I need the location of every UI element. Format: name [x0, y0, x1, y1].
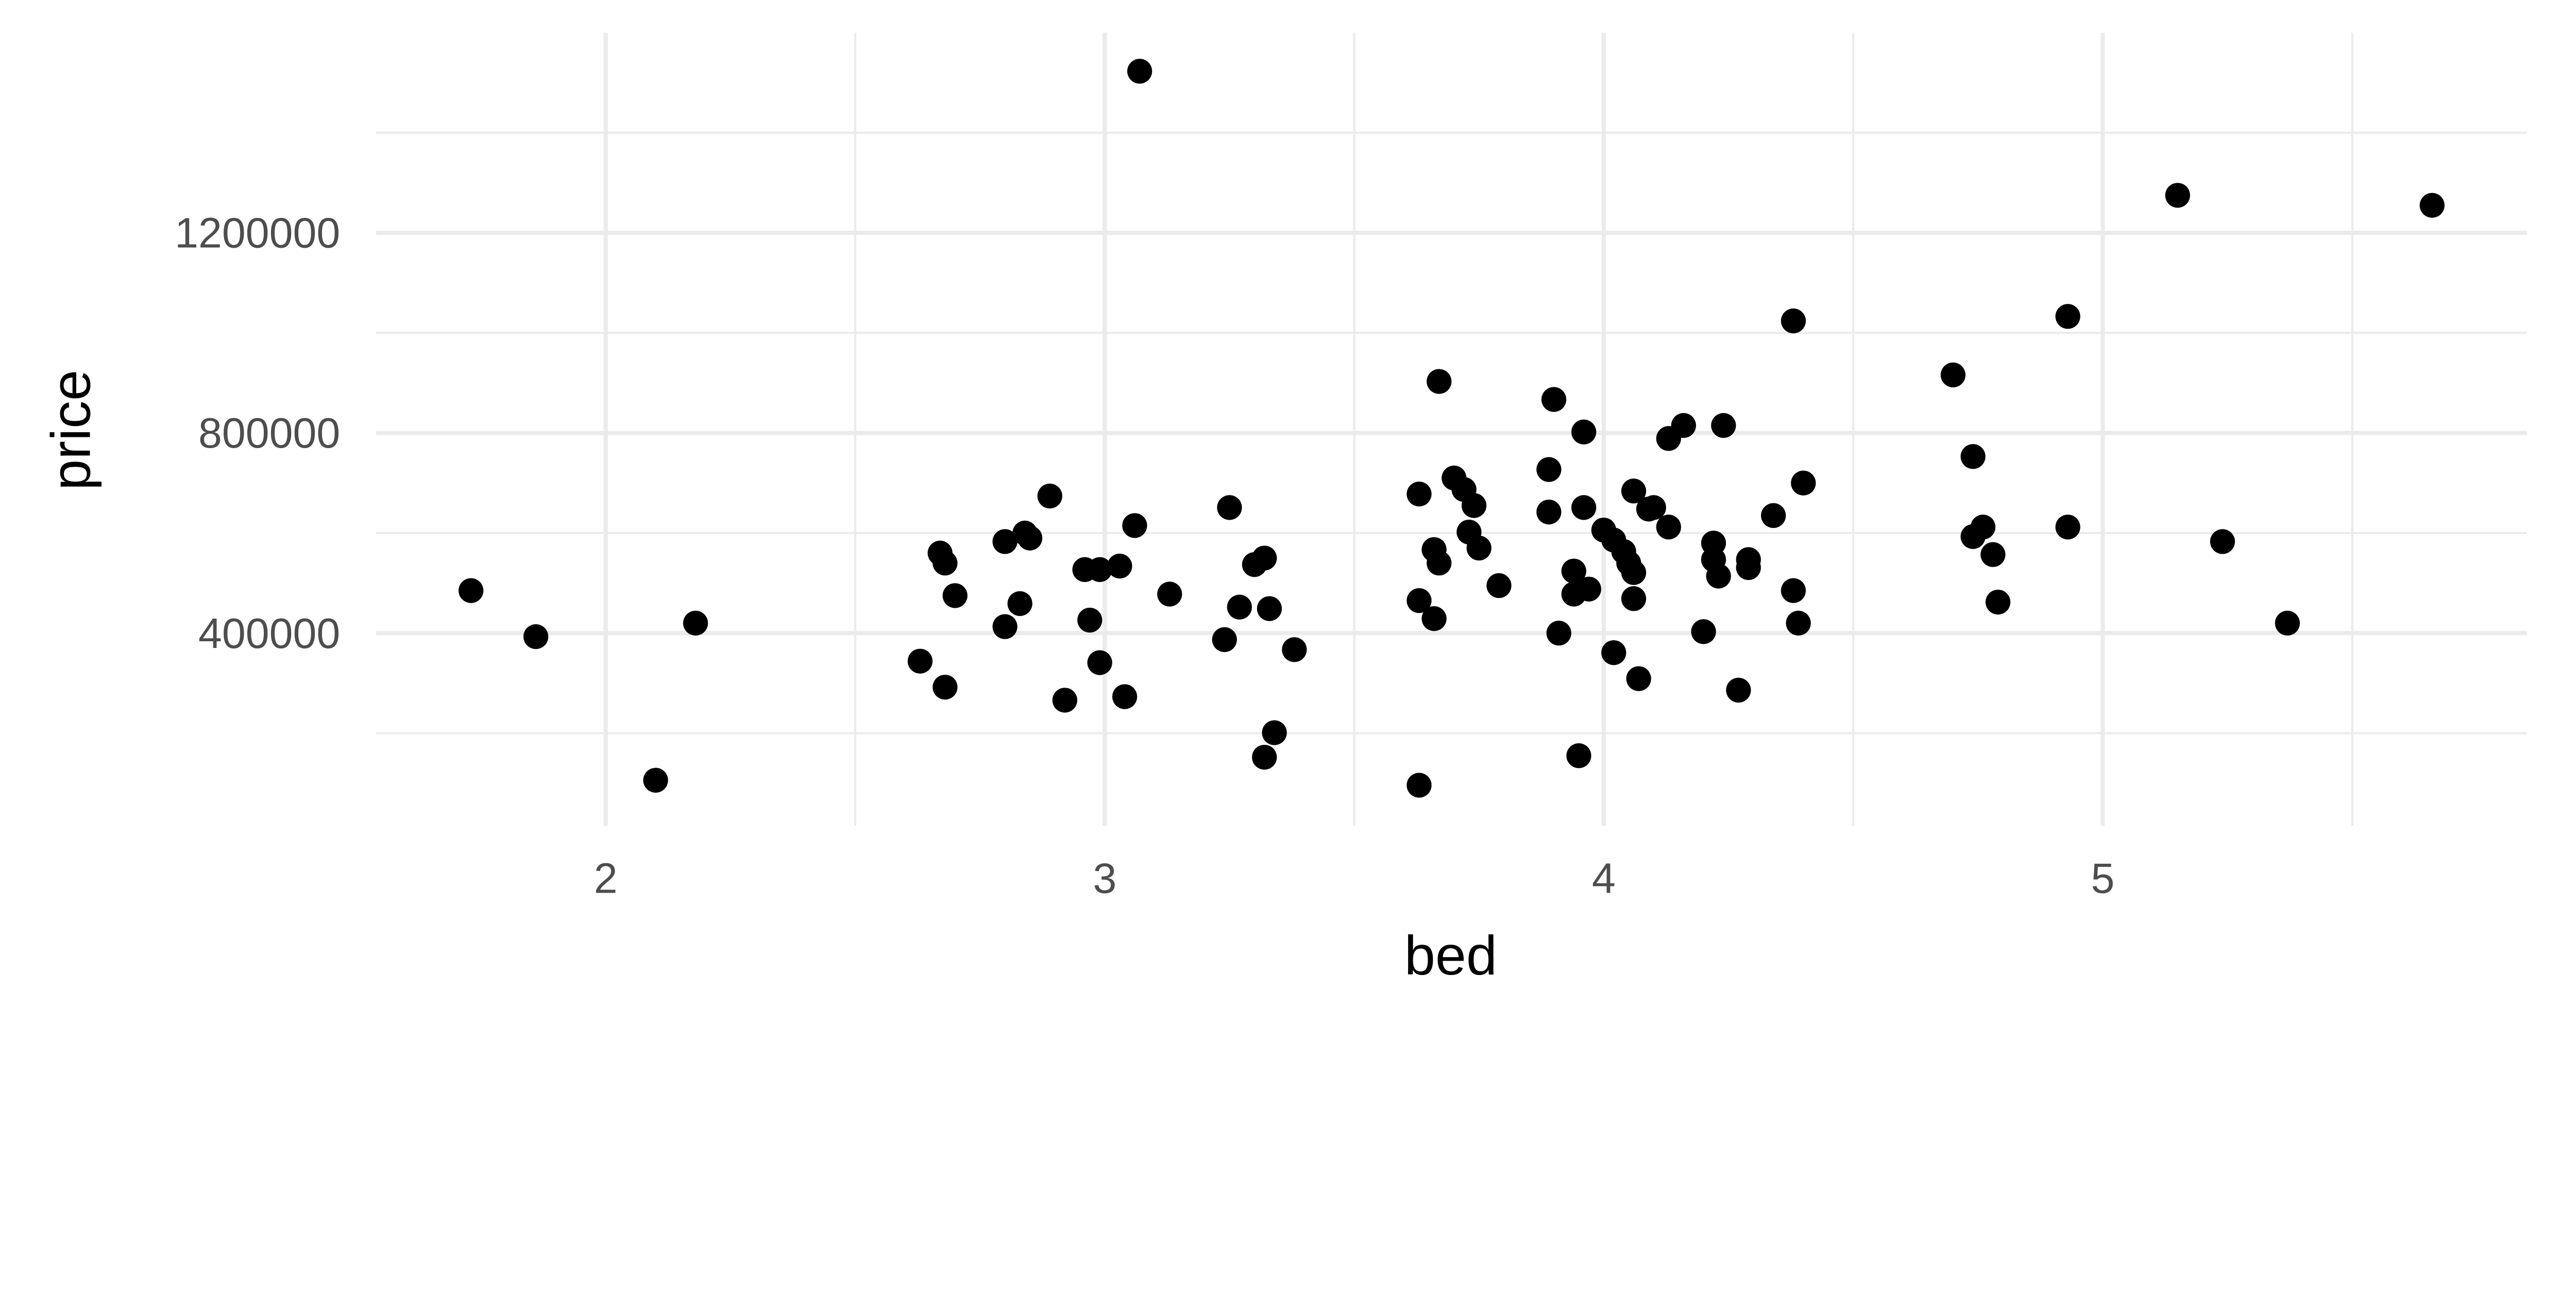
data-point	[992, 529, 1018, 554]
data-point	[1461, 493, 1487, 518]
y-tick-label: 400000	[198, 610, 340, 657]
data-point	[1282, 637, 1307, 662]
data-point	[1406, 773, 1432, 798]
data-point	[933, 551, 958, 576]
data-point	[1621, 479, 1647, 504]
data-point	[1706, 563, 1731, 589]
data-point	[1786, 610, 1811, 636]
x-axis-title: bed	[1404, 924, 1497, 986]
y-tick-label: 1200000	[175, 210, 340, 257]
data-point	[1087, 650, 1112, 675]
data-point	[1566, 743, 1591, 768]
data-point	[1052, 688, 1077, 713]
data-point	[1466, 535, 1492, 561]
data-point	[933, 674, 958, 700]
data-point	[1621, 560, 1647, 585]
data-point	[1252, 545, 1277, 571]
data-point	[992, 614, 1018, 639]
data-point	[1122, 513, 1147, 538]
data-point	[1087, 557, 1112, 582]
data-point	[459, 578, 484, 603]
data-points	[459, 59, 2445, 798]
data-point	[1262, 720, 1287, 745]
data-point	[942, 583, 968, 608]
data-point	[1421, 606, 1447, 631]
data-point	[1980, 542, 2006, 567]
data-point	[1985, 589, 2011, 615]
data-point	[683, 610, 708, 636]
data-point	[1546, 621, 1571, 646]
data-point	[1626, 666, 1651, 691]
x-tick-label: 3	[1093, 855, 1116, 902]
data-point	[643, 767, 668, 793]
data-point	[2055, 515, 2080, 540]
data-point	[1641, 495, 1666, 520]
data-point	[1561, 558, 1586, 584]
data-point	[1406, 588, 1432, 613]
data-point	[1212, 627, 1237, 652]
y-axis-title: price	[40, 370, 102, 490]
data-point	[1257, 596, 1282, 621]
x-tick-labels: 2 3 4 5	[594, 855, 2115, 902]
data-point	[1576, 576, 1601, 602]
data-point	[1252, 744, 1277, 770]
data-point	[1671, 413, 1696, 438]
data-point	[2275, 610, 2300, 636]
x-tick-label: 4	[1592, 855, 1616, 902]
data-point	[1571, 495, 1597, 520]
data-point	[1970, 515, 1996, 540]
data-point	[2419, 193, 2445, 218]
data-point	[1017, 525, 1043, 551]
data-point	[1406, 482, 1432, 507]
data-point	[1007, 591, 1032, 616]
data-point	[1541, 387, 1567, 412]
data-point	[907, 648, 933, 674]
data-point	[1112, 684, 1138, 709]
data-point	[1940, 362, 1966, 388]
data-point	[1761, 503, 1786, 528]
y-tick-label: 800000	[198, 409, 340, 457]
data-point	[1736, 555, 1761, 580]
data-point	[1601, 640, 1626, 665]
data-point	[1427, 369, 1452, 394]
data-point	[1037, 483, 1062, 509]
data-point	[1726, 677, 1751, 703]
data-point	[1781, 308, 1806, 334]
data-point	[1486, 573, 1512, 599]
data-point	[1536, 457, 1562, 482]
data-point	[1077, 607, 1103, 633]
data-point	[1217, 495, 1242, 520]
data-point	[1656, 515, 1681, 540]
data-point	[1621, 586, 1647, 611]
data-point	[1536, 499, 1562, 525]
data-point	[1781, 578, 1806, 603]
data-point	[1960, 444, 1986, 469]
grid	[376, 32, 2527, 826]
data-point	[1791, 470, 1816, 496]
data-point	[1427, 551, 1452, 576]
scatter-chart: 2 3 4 5 400000 800000 1200000 bed price	[40, 32, 2527, 986]
y-tick-labels: 400000 800000 1200000	[175, 210, 340, 657]
data-point	[2165, 183, 2190, 208]
data-point	[2210, 529, 2235, 554]
data-point	[1227, 594, 1252, 620]
data-point	[1571, 419, 1597, 445]
data-point	[1691, 619, 1716, 644]
data-point	[1157, 582, 1182, 607]
data-point	[1127, 59, 1153, 84]
data-point	[1107, 553, 1132, 579]
data-point	[2055, 304, 2080, 329]
x-tick-label: 5	[2091, 855, 2115, 902]
data-point	[523, 624, 549, 650]
x-tick-label: 2	[594, 855, 618, 902]
data-point	[1711, 413, 1736, 438]
